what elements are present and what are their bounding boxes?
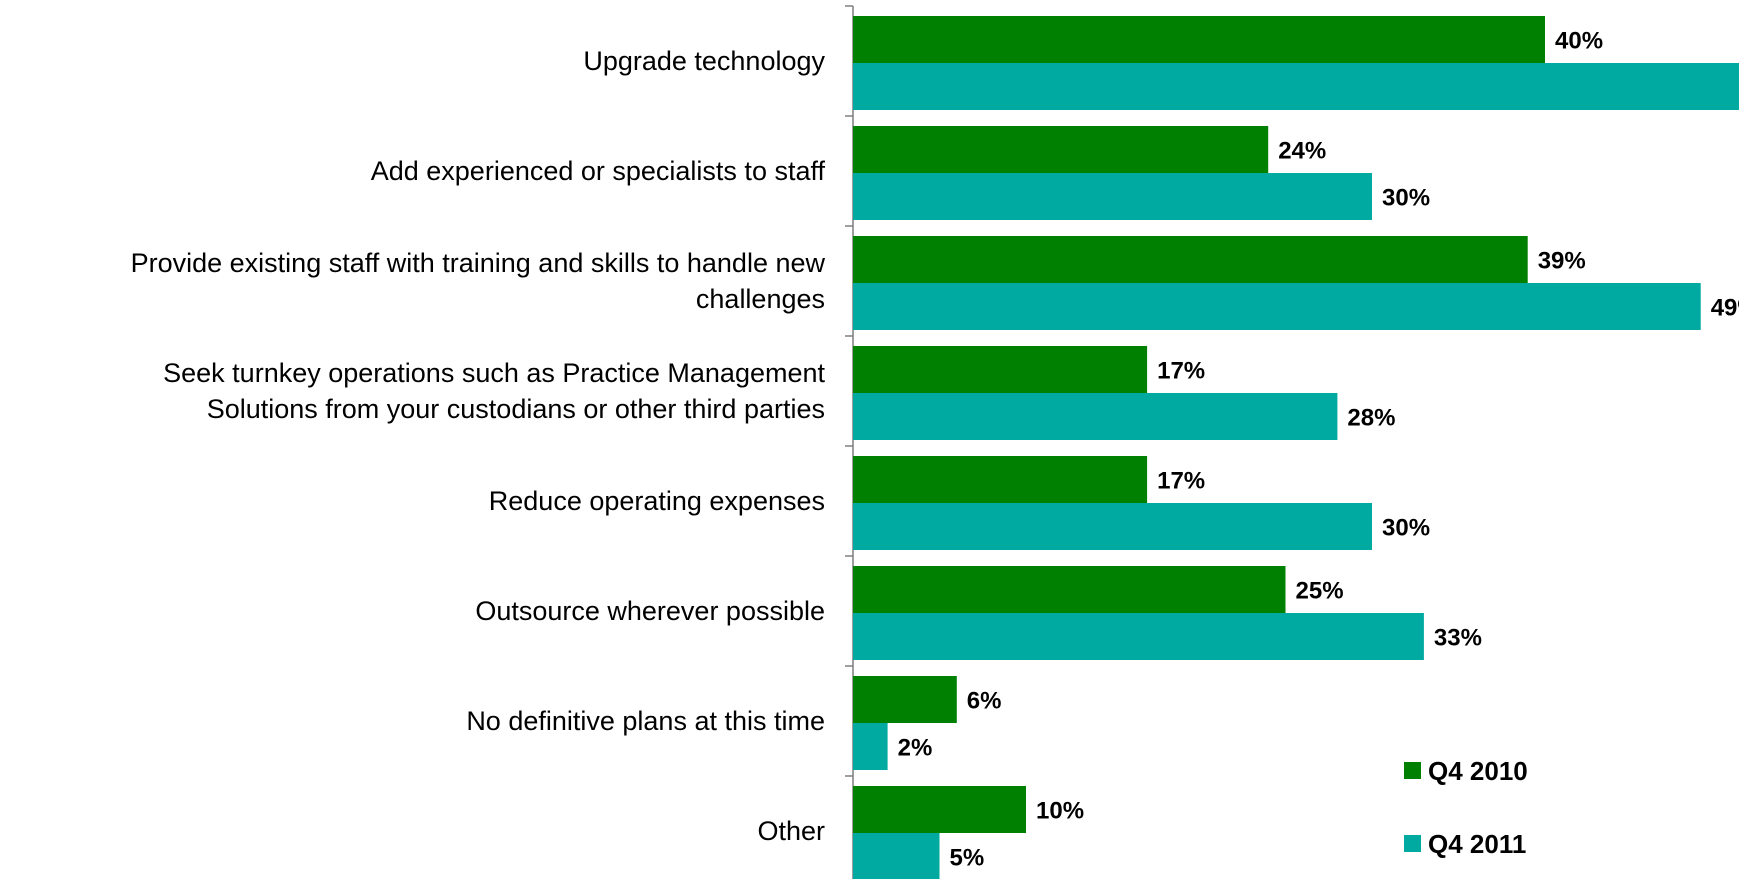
- data-label: 49%: [1711, 295, 1739, 322]
- category-label: No definitive plans at this time: [466, 706, 825, 736]
- bar-q4-2010: [853, 676, 957, 723]
- data-label: 5%: [950, 845, 985, 872]
- bar-q4-2010: [853, 786, 1026, 833]
- bar-q4-2010: [853, 346, 1148, 393]
- legend-label: Q4 2010: [1428, 756, 1528, 786]
- data-label: 17%: [1157, 358, 1205, 385]
- bar-q4-2011: [853, 173, 1372, 220]
- bar-q4-2011: [853, 833, 940, 879]
- data-label: 10%: [1036, 798, 1084, 825]
- bar-q4-2011: [853, 283, 1701, 330]
- data-label: 30%: [1382, 185, 1430, 212]
- bar-q4-2011: [853, 63, 1739, 110]
- bar-q4-2010: [853, 16, 1545, 63]
- legend-swatch: [1404, 762, 1421, 779]
- category-label: Reduce operating expenses: [489, 486, 825, 516]
- data-label: 17%: [1157, 468, 1205, 495]
- y-axis: [845, 5, 854, 879]
- bars: [853, 16, 1739, 879]
- data-label: 30%: [1382, 515, 1430, 542]
- legend-label: Q4 2011: [1428, 829, 1526, 859]
- bar-q4-2010: [853, 566, 1286, 613]
- legend-swatch: [1404, 835, 1421, 852]
- data-label: 6%: [967, 688, 1002, 715]
- category-label: Provide existing staff with training and…: [131, 248, 826, 314]
- data-label: 24%: [1278, 138, 1326, 165]
- category-label: Outsource wherever possible: [475, 596, 825, 626]
- data-label: 40%: [1555, 28, 1603, 55]
- legend: Q4 2010 Q4 2011: [1404, 756, 1528, 859]
- category-label: Upgrade technology: [583, 46, 825, 76]
- data-label: 28%: [1347, 405, 1395, 432]
- bar-q4-2010: [853, 456, 1148, 503]
- labels: 40%24%39%17%17%25%6%10%52%30%49%28%30%33…: [131, 28, 1739, 872]
- data-label: 25%: [1296, 578, 1344, 605]
- bar-q4-2010: [853, 126, 1269, 173]
- data-label: 39%: [1538, 248, 1586, 275]
- bar-q4-2010: [853, 236, 1528, 283]
- category-label: Seek turnkey operations such as Practice…: [163, 358, 825, 424]
- bar-q4-2011: [853, 393, 1338, 440]
- bar-q4-2011: [853, 613, 1424, 660]
- category-label: Add experienced or specialists to staff: [371, 156, 826, 186]
- bar-q4-2011: [853, 503, 1372, 550]
- category-label: Other: [757, 816, 825, 846]
- data-label: 33%: [1434, 625, 1482, 652]
- bar-q4-2011: [853, 723, 888, 770]
- data-label: 2%: [898, 735, 933, 762]
